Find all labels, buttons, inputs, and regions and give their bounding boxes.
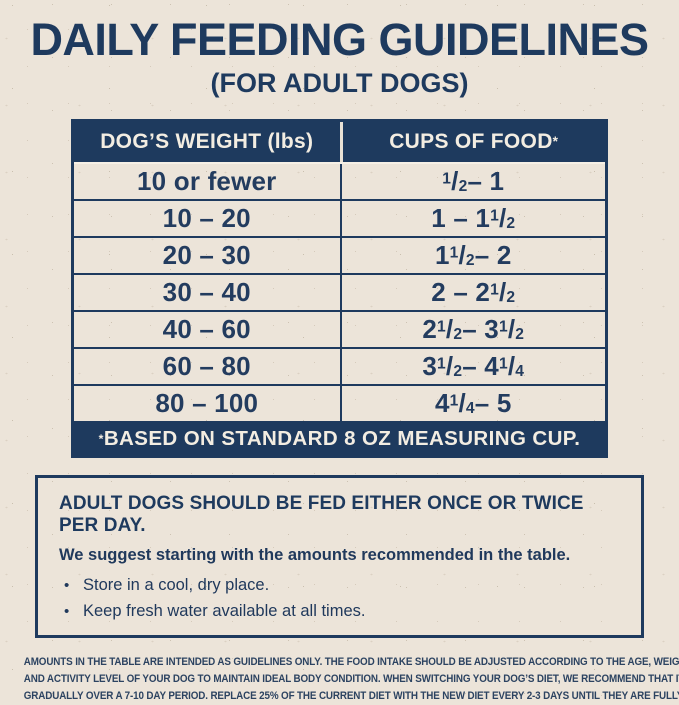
cups-cell: 1 1/2 – 2 bbox=[339, 238, 606, 273]
fraction: 1/2 bbox=[490, 203, 516, 233]
table-row: 20 – 30 1 1/2 – 2 bbox=[74, 236, 605, 273]
info-subheading: We suggest starting with the amounts rec… bbox=[59, 546, 571, 564]
table-row: 30 – 40 2 – 2 1/2 bbox=[74, 273, 605, 310]
fraction: 1/2 bbox=[437, 314, 463, 344]
cups-cell: 1/2 – 1 bbox=[339, 164, 606, 199]
fraction: 1/2 bbox=[442, 166, 468, 196]
bullet-icon: • bbox=[64, 577, 70, 594]
weight-cell: 30 – 40 bbox=[162, 277, 251, 307]
feeding-info-box: ADULT DOGS SHOULD BE FED EITHER ONCE OR … bbox=[35, 475, 644, 638]
cups-cell: 1 – 1 1/2 bbox=[339, 201, 606, 236]
table-row: 40 – 60 2 1/2 – 3 1/2 bbox=[74, 310, 605, 347]
weight-cell: 40 – 60 bbox=[162, 314, 251, 344]
weight-cell: 10 – 20 bbox=[162, 203, 251, 233]
table-header-row: DOG’S WEIGHT (lbs) CUPS OF FOOD * bbox=[74, 122, 605, 162]
feeding-guidelines-table: DOG’S WEIGHT (lbs) CUPS OF FOOD * 10 or fe… bbox=[71, 119, 608, 458]
table-row: 10 – 20 1 – 1 1/2 bbox=[74, 199, 605, 236]
table-row: 10 or fewer 1/2 – 1 bbox=[74, 162, 605, 199]
table-body: 10 or fewer 1/2 – 1 10 – 20 1 – 1 1/2 20 – 3… bbox=[74, 162, 605, 421]
info-heading: ADULT DOGS SHOULD BE FED EITHER ONCE OR … bbox=[59, 493, 584, 536]
weight-cell: 80 – 100 bbox=[155, 388, 259, 418]
col-header-weight: DOG’S WEIGHT (lbs) bbox=[100, 130, 314, 153]
cups-cell: 4 1/4 – 5 bbox=[339, 386, 606, 421]
bullet-text: Keep fresh water available at all times. bbox=[83, 602, 366, 620]
bullet-icon: • bbox=[64, 603, 70, 620]
col-header-cups: CUPS OF FOOD * bbox=[339, 122, 606, 162]
table-footnote: * BASED ON STANDARD 8 OZ MEASURING CUP. bbox=[74, 421, 605, 455]
page-subtitle: (FOR ADULT DOGS) bbox=[210, 68, 469, 98]
list-item: • Keep fresh water available at all times… bbox=[59, 602, 621, 621]
fine-print-line: AND ACTIVITY LEVEL OF YOUR DOG TO MAINTA… bbox=[23, 673, 679, 686]
fraction: 1/4 bbox=[498, 351, 525, 381]
page-title: DAILY FEEDING GUIDELINES bbox=[30, 14, 649, 65]
cups-cell: 2 – 2 1/2 bbox=[339, 275, 606, 310]
fraction: 1/4 bbox=[449, 388, 475, 418]
fraction: 1/2 bbox=[498, 314, 525, 344]
weight-cell: 60 – 80 bbox=[162, 351, 251, 381]
weight-cell: 10 or fewer bbox=[137, 166, 277, 196]
table-row: 80 – 100 4 1/4 – 5 bbox=[74, 384, 605, 421]
cups-cell: 2 1/2 – 3 1/2 bbox=[339, 312, 606, 347]
fraction: 1/2 bbox=[437, 351, 463, 381]
fraction: 1/2 bbox=[449, 240, 475, 270]
fine-print-line: AMOUNTS IN THE TABLE ARE INTENDED AS GUI… bbox=[23, 656, 679, 668]
cups-cell: 3 1/2 – 4 1/4 bbox=[339, 349, 606, 384]
table-row: 60 – 80 3 1/2 – 4 1/4 bbox=[74, 347, 605, 384]
info-bullet-list: • Store in a cool, dry place. • Keep fresh … bbox=[59, 576, 621, 621]
fraction: 1/2 bbox=[490, 277, 516, 307]
bullet-text: Store in a cool, dry place. bbox=[83, 576, 270, 594]
list-item: • Store in a cool, dry place. bbox=[59, 576, 621, 595]
weight-cell: 20 – 30 bbox=[162, 240, 251, 270]
fine-print-line: GRADUALLY OVER A 7-10 DAY PERIOD. REPLAC… bbox=[23, 690, 679, 703]
fine-print: AMOUNTS IN THE TABLE ARE INTENDED AS GUI… bbox=[23, 654, 679, 705]
